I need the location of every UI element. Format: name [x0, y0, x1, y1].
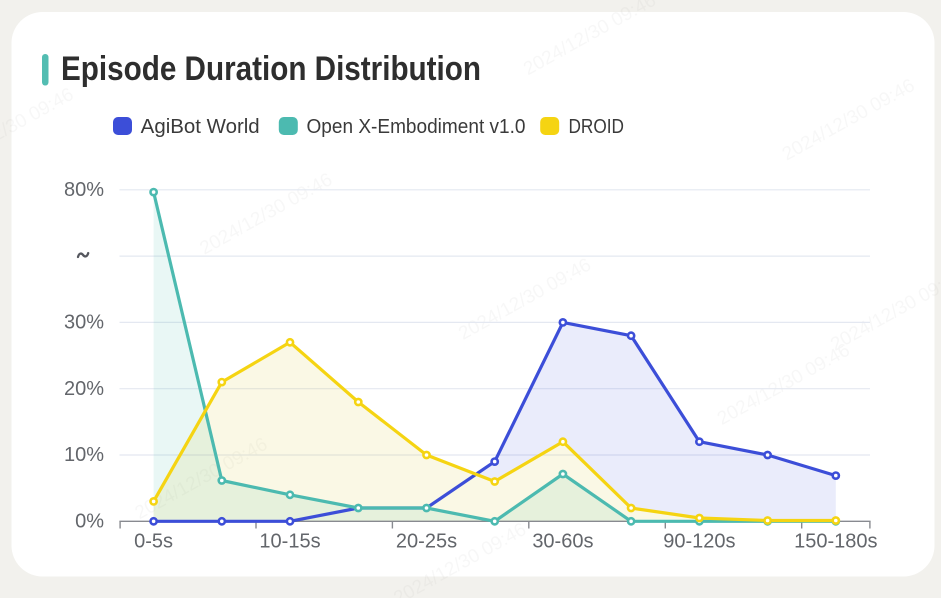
- svg-text:DROID: DROID: [569, 116, 625, 138]
- svg-text:AgiBot World: AgiBot World: [141, 116, 260, 138]
- svg-text:Episode Duration Distribution: Episode Duration Distribution: [61, 50, 481, 88]
- svg-text:30%: 30%: [64, 312, 104, 334]
- svg-text:10%: 10%: [64, 444, 104, 466]
- svg-text:80%: 80%: [64, 179, 104, 201]
- svg-text:Open X-Embodiment v1.0: Open X-Embodiment v1.0: [307, 116, 526, 138]
- svg-text:20%: 20%: [64, 378, 104, 400]
- svg-text:20-25s: 20-25s: [396, 531, 457, 553]
- svg-text:90-120s: 90-120s: [663, 531, 735, 553]
- svg-text:0%: 0%: [75, 511, 104, 533]
- svg-text:10-15s: 10-15s: [259, 531, 320, 553]
- svg-text:30-60s: 30-60s: [532, 531, 593, 553]
- svg-text:150-180s: 150-180s: [794, 531, 877, 553]
- svg-text:0-5s: 0-5s: [134, 531, 173, 553]
